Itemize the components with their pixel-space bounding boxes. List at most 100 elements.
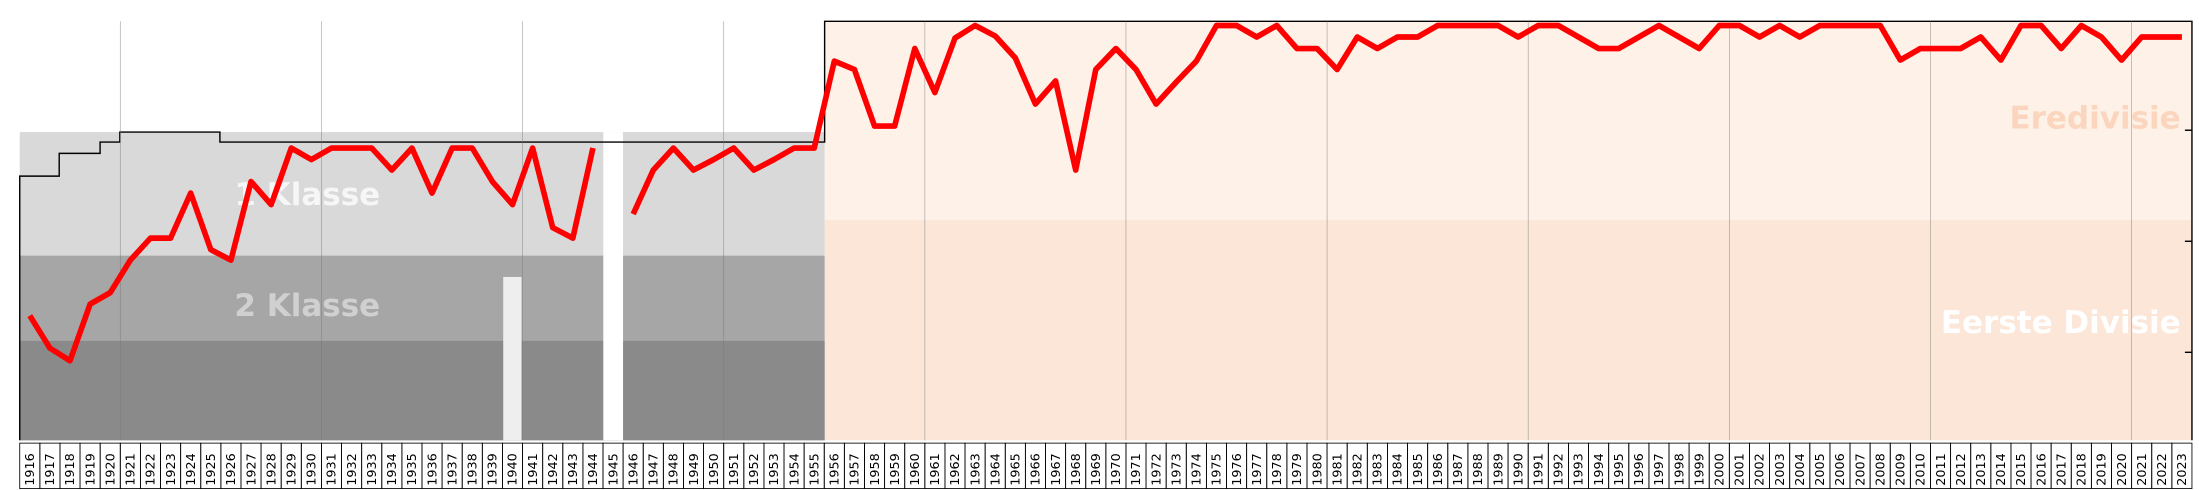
x-tick-label: 2019 xyxy=(2095,453,2110,485)
x-tick-label: 2020 xyxy=(2115,453,2130,485)
x-tick-label: 2008 xyxy=(1873,453,1888,485)
x-tick-label: 2004 xyxy=(1793,453,1808,485)
x-tick-label: 2023 xyxy=(2175,453,2190,485)
x-tick-label: 2016 xyxy=(2034,453,2049,485)
x-tick-label: 1974 xyxy=(1190,453,1205,485)
x-tick-label: 2015 xyxy=(2014,453,2029,485)
x-tick-label: 2007 xyxy=(1853,453,1868,485)
x-tick-label: 1988 xyxy=(1471,453,1486,485)
lower-band xyxy=(19,340,825,441)
x-tick-label: 1939 xyxy=(486,453,501,485)
x-tick-label: 1925 xyxy=(204,453,219,485)
x-tick-label: 2017 xyxy=(2054,453,2069,485)
x-tick-label: 1953 xyxy=(767,453,782,485)
x-tick-label: 1938 xyxy=(466,453,481,485)
eerste-divisie-band xyxy=(824,220,2192,441)
x-tick-label: 2012 xyxy=(1954,453,1969,485)
x-tick-label: 1933 xyxy=(365,453,380,485)
x-tick-label: 1985 xyxy=(1411,453,1426,485)
x-tick-label: 1997 xyxy=(1652,453,1667,485)
x-tick-label: 1929 xyxy=(285,453,300,485)
gap-1945 xyxy=(603,132,624,441)
x-tick-label: 1999 xyxy=(1692,453,1707,485)
x-tick-label: 2014 xyxy=(1994,453,2009,485)
x-tick-label: 1975 xyxy=(1210,453,1225,485)
x-tick-label: 1970 xyxy=(1109,453,1124,485)
x-tick-label: 1937 xyxy=(445,453,460,485)
x-tick-label: 1987 xyxy=(1451,453,1466,485)
x-tick-label: 2009 xyxy=(1894,453,1909,485)
x-tick-label: 1954 xyxy=(787,453,802,485)
x-tick-label: 1932 xyxy=(345,453,360,485)
x-tick-label: 2006 xyxy=(1833,453,1848,485)
x-tick-label: 2010 xyxy=(1914,453,1929,485)
x-tick-label: 2021 xyxy=(2135,453,2150,485)
x-tick-label: 1918 xyxy=(63,453,78,485)
x-tick-label: 1944 xyxy=(586,453,601,485)
tier-label: 1 Klasse xyxy=(234,177,380,213)
x-tick-label: 1965 xyxy=(1009,453,1024,485)
x-tick-label: 1924 xyxy=(184,453,199,485)
x-tick-label: 1956 xyxy=(828,453,843,485)
x-tick-label: 1996 xyxy=(1632,453,1647,485)
x-tick-label: 1971 xyxy=(1129,453,1144,485)
x-tick-label: 2018 xyxy=(2075,453,2090,485)
x-tick-label: 1986 xyxy=(1431,453,1446,485)
x-tick-label: 1963 xyxy=(968,453,983,485)
x-tick-label: 1979 xyxy=(1290,453,1305,485)
x-tick-label: 1981 xyxy=(1330,453,1345,485)
x-tick-label: 1940 xyxy=(506,453,521,485)
x-tick-label: 1955 xyxy=(807,453,822,485)
x-tick-label: 1973 xyxy=(1170,453,1185,485)
tier-label: 2 Klasse xyxy=(234,288,380,324)
x-tick-label: 1945 xyxy=(606,453,621,485)
x-tick-label: 1936 xyxy=(425,453,440,485)
x-tick-label: 1994 xyxy=(1592,453,1607,485)
x-tick-label: 1977 xyxy=(1250,453,1265,485)
x-tick-label: 1947 xyxy=(647,453,662,485)
x-tick-label: 2003 xyxy=(1773,453,1788,485)
x-tick-label: 1967 xyxy=(1049,453,1064,485)
x-tick-label: 1921 xyxy=(124,453,139,485)
x-tick-label: 2002 xyxy=(1753,453,1768,485)
x-tick-label: 1917 xyxy=(43,453,58,485)
x-tick-label: 1991 xyxy=(1532,453,1547,485)
x-tick-label: 1980 xyxy=(1310,453,1325,485)
x-tick-label: 1983 xyxy=(1371,453,1386,485)
x-tick-label: 1960 xyxy=(908,453,923,485)
x-tick-label: 1964 xyxy=(988,453,1003,485)
x-tick-label: 1962 xyxy=(948,453,963,485)
x-tick-label: 1923 xyxy=(164,453,179,485)
eredivisie-band xyxy=(824,21,2192,221)
x-tick-label: 1943 xyxy=(566,453,581,485)
x-tick-label: 1995 xyxy=(1612,453,1627,485)
x-tick-label: 1949 xyxy=(687,453,702,485)
x-tick-label: 2013 xyxy=(1974,453,1989,485)
x-tick-label: 1951 xyxy=(727,453,742,485)
x-tick-label: 1922 xyxy=(144,453,159,485)
x-tick-label: 1984 xyxy=(1391,453,1406,485)
x-tick-label: 1950 xyxy=(707,453,722,485)
x-tick-label: 1934 xyxy=(385,453,400,485)
x-tick-label: 1948 xyxy=(667,453,682,485)
x-tick-label: 1930 xyxy=(305,453,320,485)
x-tick-label: 1998 xyxy=(1672,453,1687,485)
x-tick-label: 1982 xyxy=(1351,453,1366,485)
x-tick-label: 1959 xyxy=(888,453,903,485)
x-tick-label: 1990 xyxy=(1511,453,1526,485)
x-tick-label: 1927 xyxy=(244,453,259,485)
tier-label: Eredivisie xyxy=(2009,100,2180,136)
x-tick-label: 1931 xyxy=(325,453,340,485)
x-tick-label: 2005 xyxy=(1813,453,1828,485)
outline xyxy=(19,20,2193,441)
tier-label: Eerste Divisie xyxy=(1941,305,2181,341)
x-tick-label: 2011 xyxy=(1934,453,1949,485)
x-tick-label: 1989 xyxy=(1491,453,1506,485)
x-tick-label: 2001 xyxy=(1733,453,1748,485)
x-tick-label: 1992 xyxy=(1552,453,1567,485)
tier-backgrounds xyxy=(19,20,2193,441)
x-tick-label: 1941 xyxy=(526,453,541,485)
x-tick-label: 1916 xyxy=(23,453,38,485)
